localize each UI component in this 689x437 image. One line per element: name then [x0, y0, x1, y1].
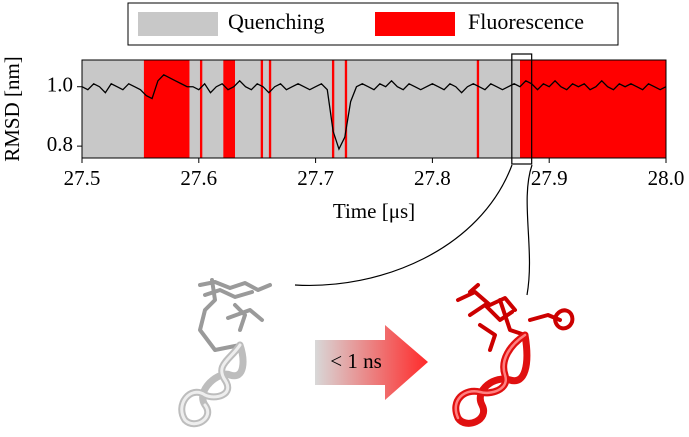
state-band	[199, 60, 203, 158]
highlight-box	[511, 53, 533, 165]
y-tick-label: 1.0	[47, 73, 73, 97]
state-band	[331, 60, 335, 158]
state-band	[520, 60, 666, 158]
state-band	[476, 60, 480, 158]
legend-swatch	[375, 12, 455, 36]
legend-label: Quenching	[228, 9, 325, 34]
plot-area: 27.5 27.6 27.7 27.8 27.9 28.0 0.8 1.0 Time [μs] R…	[0, 53, 685, 223]
connector	[294, 164, 513, 287]
connector	[526, 164, 533, 296]
legend-swatch	[138, 12, 218, 36]
state-band	[143, 60, 190, 158]
legend: Quenching Fluorescence	[127, 2, 619, 46]
transition-arrow	[315, 325, 428, 400]
transition-label: < 1 ns	[330, 349, 382, 373]
plot-frame	[81, 59, 667, 159]
x-axis-label: Time [μs]	[333, 199, 415, 223]
x-tick-label: 27.5	[64, 166, 101, 190]
fluorescent-structure	[452, 283, 575, 427]
x-tick-label: 27.9	[531, 166, 568, 190]
x-tick-label: 28.0	[648, 166, 685, 190]
state-band	[223, 60, 236, 158]
state-band	[268, 60, 272, 158]
rmsd-line	[81, 74, 667, 151]
x-tick-label: 27.8	[414, 166, 451, 190]
quenched-structure	[178, 278, 272, 428]
x-tick-label: 27.7	[297, 166, 334, 190]
state-band	[344, 60, 348, 158]
state-band	[260, 60, 264, 158]
x-tick-label: 27.6	[180, 166, 217, 190]
legend-label: Fluorescence	[468, 9, 584, 34]
y-tick-label: 0.8	[47, 132, 73, 156]
y-axis-label: RMSD [nm]	[0, 56, 24, 162]
